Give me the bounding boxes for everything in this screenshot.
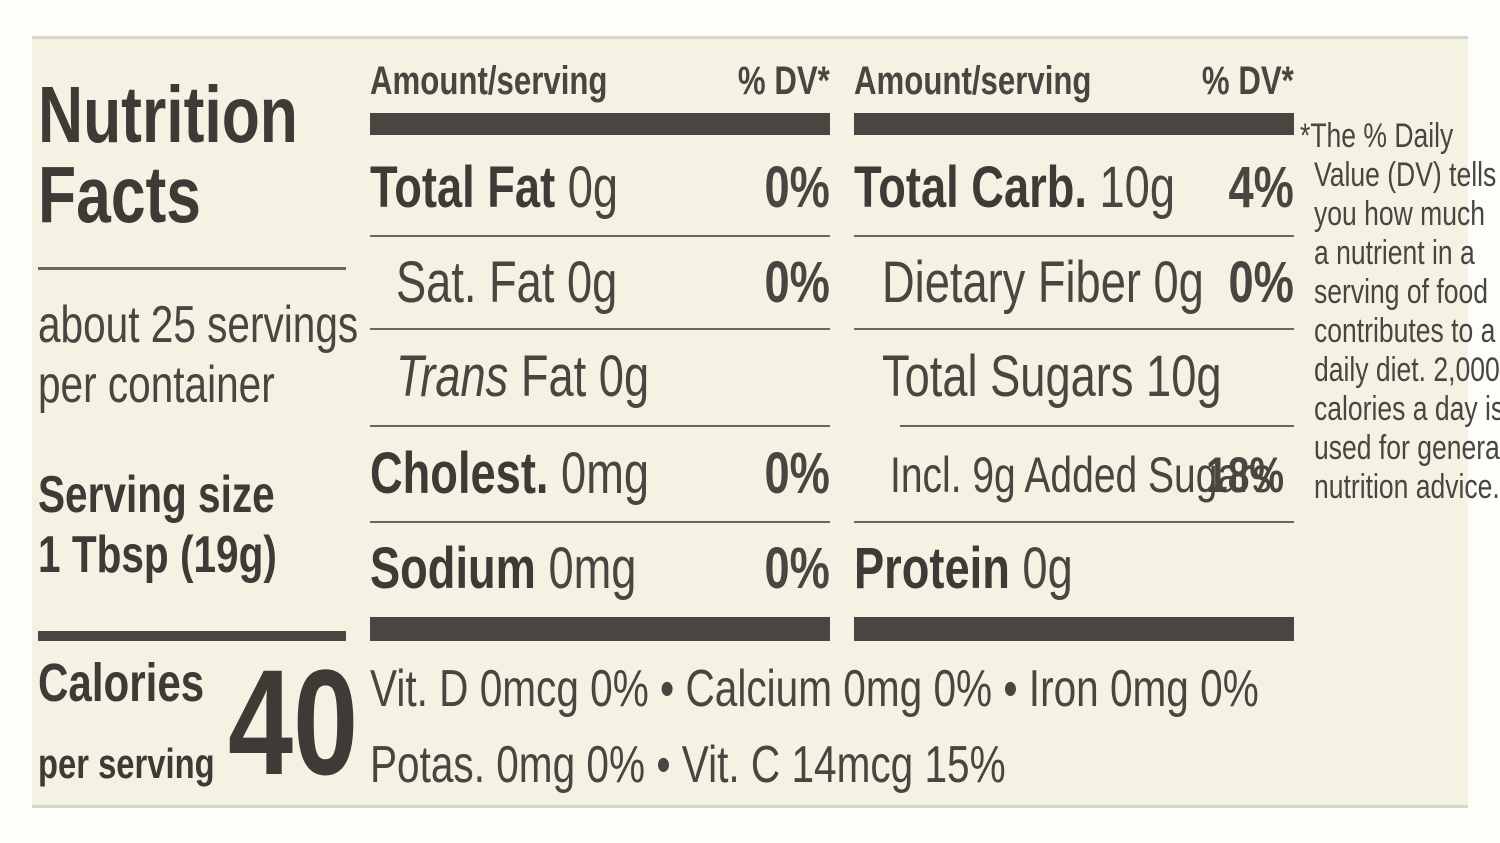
trans-fat-label: Trans xyxy=(396,344,509,409)
added-sugars-dv: 18% xyxy=(1132,445,1284,505)
total-fat-label: Total Fat xyxy=(370,155,556,220)
left-header-amount-text: Amount/serving xyxy=(370,59,608,103)
divider xyxy=(854,521,1294,523)
added-sugars-label: Incl. 9g Added Sugars xyxy=(890,447,1272,503)
serving-size-label: Serving size xyxy=(38,466,275,524)
calories-value: 40 xyxy=(228,637,395,807)
left-header-amount: Amount/serving xyxy=(370,57,674,105)
title-divider xyxy=(38,267,346,270)
right-header-amount: Amount/serving xyxy=(854,57,1158,105)
footnote-line: Value (DV) tells xyxy=(1314,156,1497,194)
total-sugars-label: Total Sugars xyxy=(882,344,1134,409)
divider xyxy=(854,235,1294,237)
footnote-line: you how much xyxy=(1314,195,1486,233)
added-sugars-dv-text: 18% xyxy=(1205,447,1284,503)
total-carb-dv: 4% xyxy=(1132,156,1294,220)
protein-amount: 0g xyxy=(1022,536,1073,601)
vitamins-line1: Vit. D 0mcg 0% • Calcium 0mg 0% • Iron 0… xyxy=(370,659,1500,719)
calories-bar xyxy=(38,631,346,641)
vitamins-line2-text: Potas. 0mg 0% • Vit. C 14mcg 15% xyxy=(370,736,1006,794)
total-carb-dv-text: 4% xyxy=(1228,155,1294,220)
divider xyxy=(370,235,830,237)
sat-fat-dv-text: 0% xyxy=(764,250,830,315)
row-total-carb: Total Carb. 10g xyxy=(854,156,1266,220)
serving-size-value: 1 Tbsp (19g) xyxy=(38,526,277,584)
right-footer-bar xyxy=(854,617,1294,641)
total-sugars-amount: 10g xyxy=(1146,344,1222,409)
calories-value-text: 40 xyxy=(228,638,359,806)
title-line1: Nutrition xyxy=(38,70,298,159)
calories-label-text: Calories xyxy=(38,653,205,713)
right-header-dv-text: % DV* xyxy=(1202,59,1294,103)
servings-line2: per container xyxy=(38,356,275,414)
cholesterol-amount: 0mg xyxy=(561,441,650,506)
row-dietary-fiber: Dietary Fiber 0g xyxy=(882,251,1295,315)
footnote-line: contributes to a xyxy=(1314,312,1496,350)
dietary-fiber-amount: 0g xyxy=(1153,250,1204,315)
sodium-label: Sodium xyxy=(370,536,536,601)
total-fat-dv: 0% xyxy=(672,156,830,220)
cholesterol-dv-text: 0% xyxy=(764,441,830,506)
sat-fat-label: Sat. Fat xyxy=(396,250,555,315)
cholesterol-label: Cholest. xyxy=(370,441,549,506)
nutrition-facts-title: Nutrition Facts xyxy=(38,75,371,235)
footnote-line: a nutrient in a xyxy=(1314,234,1475,272)
calories-sub: per serving xyxy=(38,739,264,789)
right-header-amount-text: Amount/serving xyxy=(854,59,1092,103)
right-header-dv: % DV* xyxy=(1132,57,1294,105)
sodium-amount: 0mg xyxy=(548,536,637,601)
row-trans-fat: Trans Fat 0g xyxy=(396,345,721,409)
footnote-line: used for general xyxy=(1314,429,1500,467)
servings-line1: about 25 servings xyxy=(38,296,359,354)
row-cholesterol: Cholest. 0mg xyxy=(370,442,728,506)
left-header-dv: % DV* xyxy=(672,57,830,105)
row-sat-fat: Sat. Fat 0g xyxy=(396,251,680,315)
total-fat-amount: 0g xyxy=(567,155,619,220)
total-carb-label: Total Carb. xyxy=(854,155,1087,220)
sodium-dv-text: 0% xyxy=(764,536,830,601)
left-header-dv-text: % DV* xyxy=(738,59,830,103)
row-total-fat: Total Fat 0g xyxy=(370,156,688,220)
total-carb-amount: 10g xyxy=(1099,155,1175,220)
title-line2: Facts xyxy=(38,150,202,239)
divider xyxy=(854,328,1294,330)
divider xyxy=(370,521,830,523)
row-total-sugars: Total Sugars 10g xyxy=(882,345,1317,409)
servings-per-container: about 25 servings per container xyxy=(38,295,449,415)
total-fat-dv-text: 0% xyxy=(764,155,830,220)
divider xyxy=(370,328,830,330)
calories-label: Calories xyxy=(38,653,251,713)
footnote-line: serving of food xyxy=(1314,273,1488,311)
left-header-bar xyxy=(370,113,830,135)
nutrition-label: Nutrition Facts about 25 servings per co… xyxy=(32,36,1500,808)
dietary-fiber-label: Dietary Fiber xyxy=(882,250,1141,315)
protein-label: Protein xyxy=(854,536,1010,601)
divider xyxy=(370,425,830,427)
footnote-line: nutrition advice. xyxy=(1314,468,1500,506)
divider xyxy=(900,425,1294,427)
row-sodium: Sodium 0mg xyxy=(370,537,712,601)
cholesterol-dv: 0% xyxy=(672,442,830,506)
right-header-bar xyxy=(854,113,1294,135)
footnote-line: daily diet. 2,000 xyxy=(1314,351,1500,389)
sat-fat-amount: 0g xyxy=(566,250,618,315)
vitamins-line2: Potas. 0mg 0% • Vit. C 14mcg 15% xyxy=(370,735,1185,795)
footnote-line: *The % Daily xyxy=(1300,117,1454,155)
daily-value-footnote: *The % Daily Value (DV) tells you how mu… xyxy=(1300,117,1500,507)
calories-sub-text: per serving xyxy=(38,740,215,787)
footnote-line: calories a day is xyxy=(1314,390,1500,428)
row-added-sugars: Incl. 9g Added Sugars xyxy=(890,445,1379,505)
vitamins-line1-text: Vit. D 0mcg 0% • Calcium 0mg 0% • Iron 0… xyxy=(370,660,1259,718)
trans-fat-amount: Fat 0g xyxy=(520,344,650,409)
sat-fat-dv: 0% xyxy=(672,251,830,315)
row-protein: Protein 0g xyxy=(854,537,1134,601)
left-footer-bar xyxy=(370,617,830,641)
sodium-dv: 0% xyxy=(672,537,830,601)
dietary-fiber-dv: 0% xyxy=(1132,251,1294,315)
dietary-fiber-dv-text: 0% xyxy=(1228,250,1294,315)
serving-size: Serving size 1 Tbsp (19g) xyxy=(38,465,344,585)
